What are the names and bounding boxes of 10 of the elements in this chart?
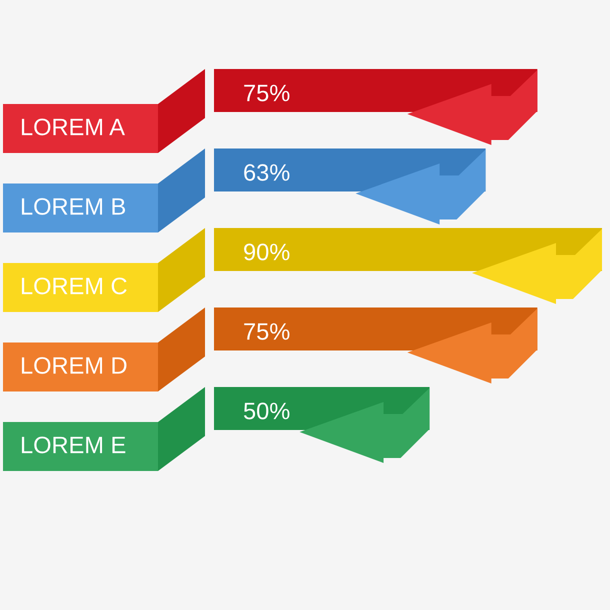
data-label: 90% [244, 244, 290, 260]
y-tick-label: LOREM A [22, 118, 125, 136]
y-tick-label: LOREM E [22, 436, 126, 454]
data-label: 75% [244, 323, 290, 340]
y-tick-label: LOREM C [22, 278, 127, 294]
y-tick-label: LOREM D [22, 357, 126, 374]
y-tick-label: LOREM B [22, 198, 126, 215]
data-label: 50% [244, 402, 290, 420]
data-label: 75% [244, 84, 290, 102]
data-label: 63% [244, 164, 290, 181]
